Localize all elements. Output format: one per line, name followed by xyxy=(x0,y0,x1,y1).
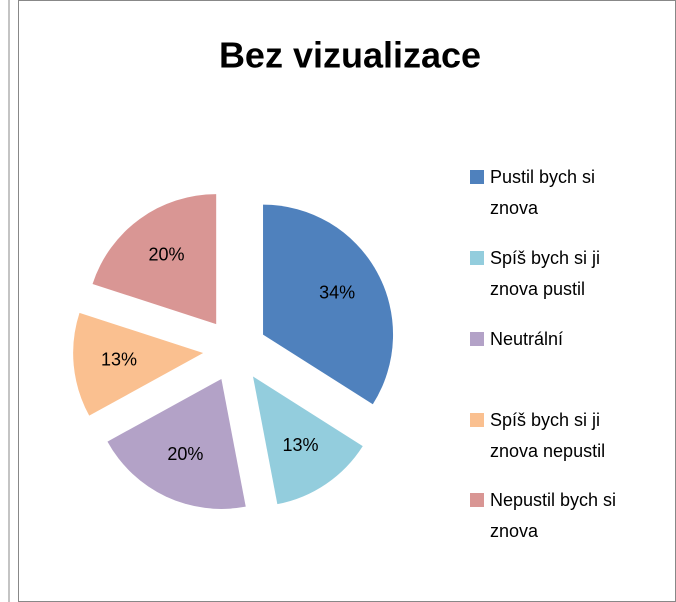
legend-swatch xyxy=(470,493,484,507)
pie-slice xyxy=(107,378,246,509)
legend-swatch xyxy=(470,413,484,427)
legend-item: Nepustil bych si znova xyxy=(470,485,640,547)
chart-title: Bez vizualizace xyxy=(219,35,481,76)
legend-item: Spíš bych si ji znova nepustil xyxy=(470,405,640,467)
data-label: 20% xyxy=(167,444,203,464)
data-label: 20% xyxy=(149,244,185,264)
data-label: 13% xyxy=(282,435,318,455)
legend-swatch xyxy=(470,332,484,346)
pie-slice xyxy=(263,204,394,405)
legend-item: Pustil bych si znova xyxy=(470,162,640,224)
pie-slice xyxy=(73,312,204,416)
legend-item: Neutrální xyxy=(470,324,640,355)
legend-label: Nepustil bych si znova xyxy=(490,490,617,541)
pie-slice xyxy=(252,376,363,505)
legend-item: Spíš bych si ji znova pustil xyxy=(470,243,640,305)
pie-slice xyxy=(92,194,217,325)
legend-swatch xyxy=(470,170,484,184)
data-label: 13% xyxy=(101,350,137,370)
legend-label: Spíš bych si ji znova pustil xyxy=(490,248,601,299)
legend-swatch xyxy=(470,251,484,265)
legend-label: Spíš bych si ji znova nepustil xyxy=(490,410,606,461)
data-label: 34% xyxy=(319,283,355,303)
legend-label: Neutrální xyxy=(490,329,564,349)
legend-label: Pustil bych si znova xyxy=(490,167,596,218)
